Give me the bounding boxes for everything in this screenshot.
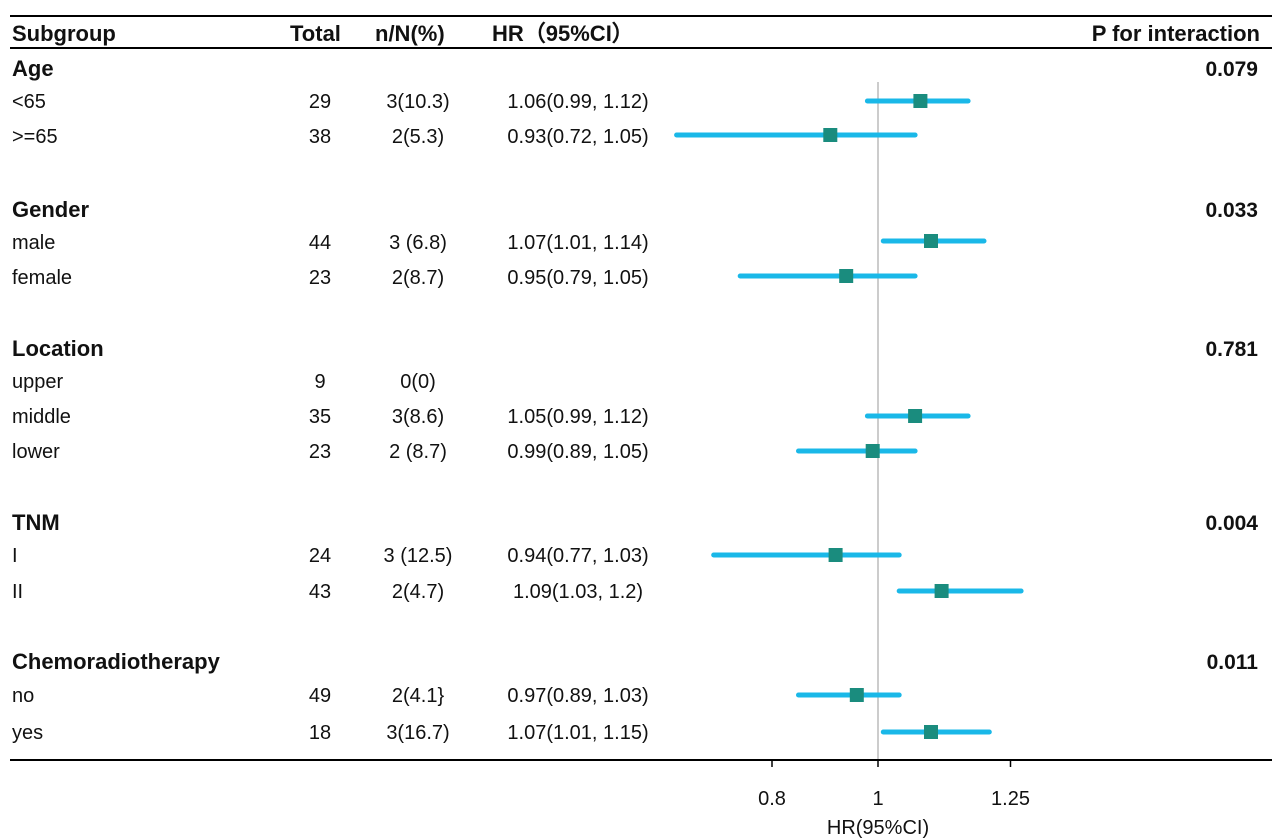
hr-point-marker	[823, 128, 838, 142]
total-cell: 23	[308, 267, 332, 289]
subgroup-label: lower	[12, 441, 60, 463]
hr-point-marker	[839, 269, 854, 283]
events-cell: 0(0)	[400, 371, 436, 393]
hr-cell: 1.09(1.03, 1.2)	[512, 581, 644, 603]
hr-point-marker	[924, 725, 938, 739]
group-label-gender: Gender	[12, 197, 90, 222]
subgroup-label: <65	[12, 91, 46, 113]
events-cell: 2(4.1}	[391, 685, 445, 707]
hr-point-marker	[849, 688, 864, 702]
x-tick-label: 1	[872, 788, 883, 810]
total-cell: 49	[308, 685, 332, 707]
group-label-chemoradiotherapy: Chemoradiotherapy	[12, 649, 220, 674]
total-cell: 9	[314, 371, 326, 393]
subgroup-label: female	[12, 267, 73, 289]
hr-cell: 0.95(0.79, 1.05)	[507, 267, 649, 289]
hr-point-marker	[913, 94, 928, 108]
p-interaction-chemoradiotherapy: 0.011	[1206, 651, 1258, 674]
subgroup-label: no	[12, 685, 35, 707]
x-tick-label: 1.25	[991, 788, 1030, 810]
p-interaction-gender: 0.033	[1205, 199, 1258, 222]
subgroup-label: male	[12, 232, 56, 254]
p-interaction-tnm: 0.004	[1205, 512, 1258, 535]
hr-point-marker	[924, 234, 938, 248]
hr-cell: 0.94(0.77, 1.03)	[507, 545, 649, 567]
subgroup-label: middle	[12, 406, 71, 428]
subgroup-label: >=65	[12, 126, 58, 148]
group-label-location: Location	[12, 336, 104, 361]
events-cell: 3(8.6)	[391, 406, 445, 428]
subgroup-label: yes	[12, 722, 44, 744]
header-p-interaction: P for interaction	[1091, 21, 1260, 46]
total-cell: 44	[308, 232, 332, 254]
events-cell: 2(8.7)	[391, 267, 445, 289]
events-cell: 3(16.7)	[386, 722, 450, 744]
events-cell: 2(5.3)	[391, 126, 445, 148]
subgroup-label: II	[12, 581, 24, 603]
p-interaction-location: 0.781	[1205, 338, 1258, 361]
total-cell: 43	[308, 581, 332, 603]
events-cell: 2 (8.7)	[389, 441, 447, 463]
hr-cell: 0.93(0.72, 1.05)	[507, 126, 649, 148]
hr-point-marker	[934, 584, 949, 598]
table-top-rule	[10, 15, 1272, 17]
hr-point-marker	[908, 409, 923, 423]
header-hr: HR（95%CI）	[492, 21, 634, 46]
total-cell: 24	[308, 545, 332, 567]
table-bottom-rule	[10, 759, 1272, 761]
header-nn: n/N(%)	[375, 21, 445, 46]
total-cell: 38	[308, 126, 332, 148]
subgroup-label: upper	[12, 371, 64, 393]
events-cell: 3 (6.8)	[389, 232, 447, 254]
hr-point-marker	[865, 444, 880, 458]
hr-cell: 1.05(0.99, 1.12)	[507, 406, 649, 428]
total-cell: 18	[308, 722, 332, 744]
hr-cell: 1.06(0.99, 1.12)	[507, 91, 649, 113]
hr-cell: 0.97(0.89, 1.03)	[507, 685, 649, 707]
group-label-age: Age	[12, 56, 54, 81]
header-subgroup: Subgroup	[12, 21, 116, 46]
hr-cell: 1.07(1.01, 1.15)	[507, 722, 649, 744]
events-cell: 3 (12.5)	[383, 545, 453, 567]
hr-point-marker	[828, 548, 843, 562]
subgroup-label: I	[12, 545, 18, 567]
events-cell: 3(10.3)	[386, 91, 450, 113]
group-label-tnm: TNM	[12, 510, 60, 535]
events-cell: 2(4.7)	[391, 581, 445, 603]
total-cell: 23	[308, 441, 332, 463]
header-bottom-rule	[10, 47, 1272, 49]
total-cell: 35	[308, 406, 332, 428]
header-total: Total	[290, 21, 341, 46]
x-axis-label: HR(95%CI)	[827, 817, 929, 839]
hr-cell: 1.07(1.01, 1.14)	[507, 232, 649, 254]
x-tick-label: 0.8	[758, 788, 786, 810]
hr-cell: 0.99(0.89, 1.05)	[507, 441, 649, 463]
p-interaction-age: 0.079	[1205, 58, 1258, 81]
total-cell: 29	[308, 91, 332, 113]
